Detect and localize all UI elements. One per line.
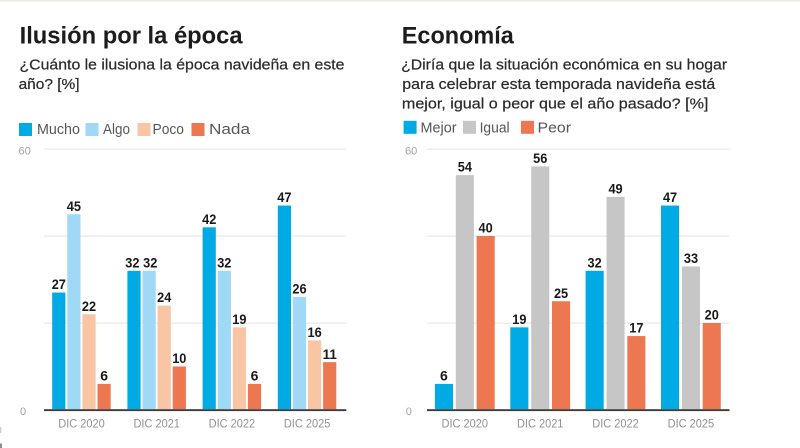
svg-text:32: 32 — [217, 254, 231, 270]
svg-text:mejor, igual o peor que el año: mejor, igual o peor que el año pasado? [… — [402, 97, 709, 113]
svg-text:40: 40 — [479, 220, 493, 236]
svg-text:11: 11 — [323, 346, 337, 362]
svg-text:DIC 2020: DIC 2020 — [58, 416, 105, 430]
svg-text:60: 60 — [405, 146, 417, 158]
svg-text:Ilusión por la época: Ilusión por la época — [20, 23, 243, 50]
svg-text:DIC 2022: DIC 2022 — [592, 416, 639, 430]
svg-text:Mejor: Mejor — [421, 120, 457, 137]
svg-text:22: 22 — [82, 298, 96, 314]
svg-text:para celebrar esta temporada n: para celebrar esta temporada navideña es… — [402, 77, 716, 93]
svg-text:Peor: Peor — [538, 120, 572, 137]
svg-text:56: 56 — [533, 150, 547, 166]
svg-text:24: 24 — [157, 289, 171, 305]
svg-text:DIC 2021: DIC 2021 — [133, 416, 180, 430]
svg-text:Igual: Igual — [480, 120, 510, 137]
svg-text:32: 32 — [125, 254, 139, 270]
svg-text:año? [%]: año? [%] — [19, 77, 80, 93]
svg-text:27: 27 — [52, 276, 66, 292]
svg-text:DIC 2022: DIC 2022 — [209, 416, 256, 430]
svg-text:60: 60 — [19, 146, 31, 158]
svg-text:19: 19 — [232, 311, 246, 327]
svg-text:26: 26 — [292, 281, 306, 297]
svg-text:33: 33 — [684, 250, 698, 266]
svg-text:Poco: Poco — [153, 121, 185, 138]
svg-text:47: 47 — [277, 189, 291, 205]
svg-text:6: 6 — [251, 368, 259, 384]
svg-text:¿Cuánto le ilusiona la época n: ¿Cuánto le ilusiona la época navideña en… — [20, 57, 345, 73]
svg-text:47: 47 — [663, 189, 677, 205]
svg-text:6: 6 — [440, 368, 448, 384]
svg-text:6: 6 — [100, 368, 108, 384]
svg-text:DIC 2021: DIC 2021 — [517, 416, 564, 430]
svg-text:54: 54 — [458, 159, 472, 175]
svg-text:42: 42 — [202, 211, 216, 227]
svg-text:17: 17 — [629, 320, 643, 336]
svg-text:0: 0 — [406, 406, 412, 418]
svg-text:Economía: Economía — [402, 23, 514, 50]
svg-text:10: 10 — [172, 350, 186, 366]
svg-text:DIC 2025: DIC 2025 — [284, 416, 331, 430]
svg-text:DIC 2020: DIC 2020 — [442, 416, 489, 430]
svg-text:DIC 2025: DIC 2025 — [668, 416, 715, 430]
svg-text:20: 20 — [705, 307, 719, 323]
svg-text:Mucho: Mucho — [37, 121, 80, 138]
svg-text:¿Diría que la situación económ: ¿Diría que la situación económica en su … — [401, 57, 727, 73]
svg-text:0: 0 — [20, 406, 26, 418]
svg-text:Algo: Algo — [103, 121, 130, 138]
svg-text:16: 16 — [308, 324, 322, 340]
svg-text:45: 45 — [67, 198, 81, 214]
svg-text:Nada: Nada — [209, 121, 251, 138]
svg-text:49: 49 — [608, 180, 622, 196]
svg-text:19: 19 — [512, 311, 526, 327]
svg-text:25: 25 — [554, 285, 568, 301]
svg-text:32: 32 — [588, 254, 602, 270]
svg-text:32: 32 — [143, 254, 157, 270]
